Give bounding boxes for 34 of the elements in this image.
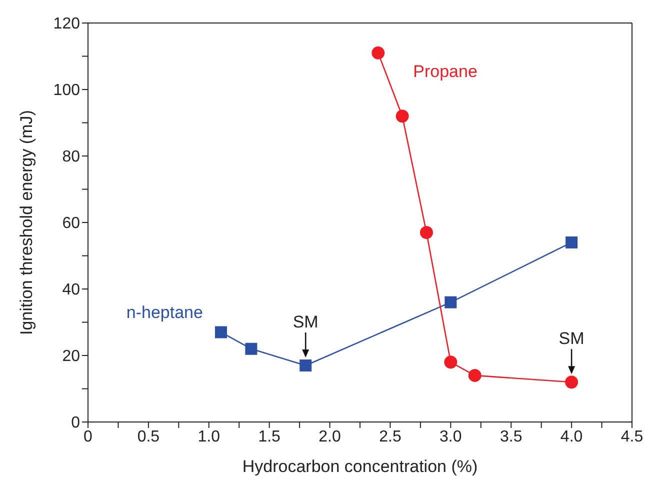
annotation: SM [292, 312, 318, 332]
x-tick-label: 3.5 [500, 428, 522, 446]
point [566, 236, 578, 248]
point [444, 296, 457, 308]
x-tick-label: 2.0 [318, 428, 341, 446]
point [372, 46, 385, 60]
x-tick-label: 3.0 [440, 428, 462, 446]
x-tick-label: 2.5 [379, 428, 402, 446]
x-tick-label: 1.5 [258, 428, 281, 446]
y-tick-label: 100 [53, 82, 80, 100]
x-tick-label: 0 [84, 428, 93, 446]
point [300, 359, 312, 372]
y-tick-label: 80 [62, 148, 80, 166]
y-tick-label: 120 [53, 16, 80, 33]
series-label: n-heptane [126, 303, 203, 322]
y-tick-label: 20 [62, 348, 80, 366]
point [245, 342, 258, 355]
point [444, 356, 458, 369]
annotation: SM [558, 329, 584, 348]
y-tick-label: 0 [71, 414, 80, 432]
x-tick-label: 4.0 [560, 428, 583, 446]
x-axis-title: Hydrocarbon concentration (%) [242, 457, 478, 476]
y-tick-label: 60 [62, 215, 80, 232]
point [468, 368, 482, 382]
point [396, 110, 409, 123]
series-label: Propane [413, 62, 478, 81]
x-tick-label: 1.0 [198, 428, 220, 446]
y-tick-label: 40 [62, 282, 80, 299]
x-tick-label: 4.5 [620, 428, 644, 446]
y-axis-title: Ignition threshold energy (mJ) [17, 110, 36, 335]
x-tick-label: 0.5 [137, 428, 160, 446]
point [214, 326, 227, 338]
point [420, 226, 433, 239]
point [565, 376, 578, 389]
